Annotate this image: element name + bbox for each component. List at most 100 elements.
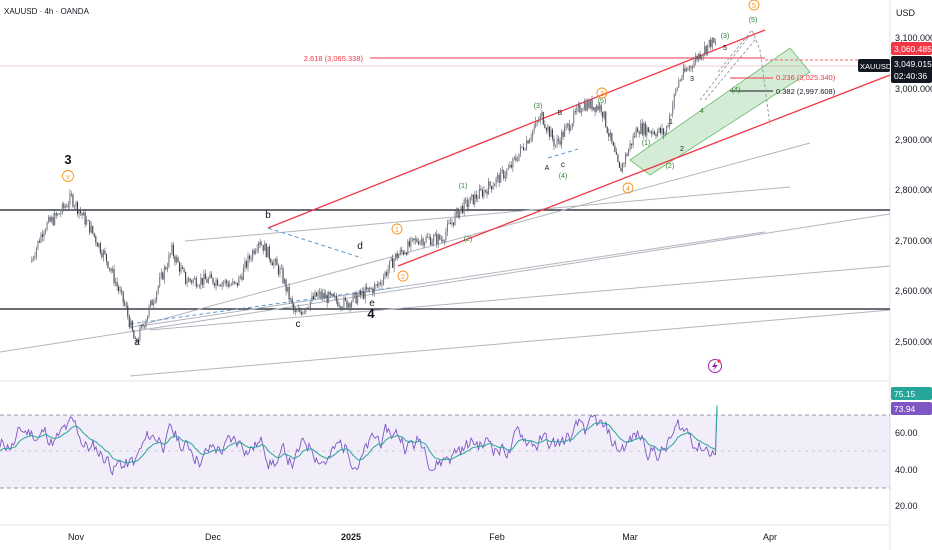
candle-body — [474, 194, 476, 205]
orange-label-4: 4 — [622, 182, 634, 194]
grey-trendline-2[interactable] — [129, 142, 811, 329]
green-label-minor-3: (3) — [721, 33, 730, 40]
candle-body — [710, 39, 712, 48]
candle-body — [532, 130, 534, 138]
candle-body — [233, 281, 235, 283]
candle-body — [644, 123, 646, 136]
candle-body — [130, 320, 132, 328]
candle-body — [334, 295, 336, 297]
candle-body — [652, 131, 654, 134]
green-projection-zone[interactable] — [629, 47, 811, 176]
candle-body — [529, 139, 531, 144]
blue-dashed-base[interactable] — [129, 287, 391, 325]
candle-body — [81, 213, 83, 216]
candle-body — [585, 102, 587, 111]
orange-label-v: v — [62, 170, 74, 182]
orange-label-3: 3 — [596, 87, 608, 99]
red-channel-lower[interactable] — [397, 74, 891, 267]
candle-body — [203, 273, 205, 285]
candle-body — [223, 282, 225, 284]
candle-body — [107, 261, 109, 268]
candle-body — [279, 268, 281, 275]
candle-body — [649, 131, 651, 133]
candle-body — [235, 282, 237, 284]
candle-body — [146, 315, 149, 321]
blue-dashed-small[interactable] — [547, 148, 579, 159]
candle-body — [446, 223, 448, 232]
candle-body — [492, 186, 494, 190]
wave-label-minor-2: 2 — [680, 146, 684, 153]
candle-body — [349, 303, 351, 308]
time-label: Mar — [622, 532, 638, 542]
candle-body — [576, 107, 578, 113]
candle-body — [90, 225, 92, 233]
candle-body — [148, 306, 150, 316]
price-tick: 2,900.000 — [895, 135, 932, 145]
svg-text:5: 5 — [752, 3, 756, 10]
candle-body — [407, 241, 409, 255]
grey-trendline-5[interactable] — [149, 265, 891, 331]
price-badge-top: 3,060.485 — [891, 42, 932, 55]
candle-body — [478, 188, 480, 199]
grey-trendline-1[interactable] — [0, 213, 891, 353]
candle-body — [653, 131, 655, 135]
candle-body — [504, 175, 506, 179]
candle-body — [564, 127, 566, 137]
candle-body — [561, 131, 563, 145]
grey-trendline-4[interactable] — [139, 231, 766, 327]
candle-body — [268, 246, 270, 259]
candle-body — [629, 143, 631, 150]
candle-body — [180, 267, 182, 272]
candle-body — [195, 278, 197, 287]
projection-ray-1[interactable] — [699, 34, 751, 101]
candle-body — [711, 37, 713, 48]
candle-body — [551, 129, 554, 139]
candle-body — [431, 242, 433, 246]
candle-body — [623, 163, 625, 164]
candle-body — [332, 293, 334, 296]
orange-label-1: 1 — [391, 223, 403, 235]
candle-body — [487, 181, 490, 195]
candle-body — [713, 37, 715, 43]
candle-body — [276, 259, 278, 266]
candle-body — [204, 273, 206, 280]
blue-dashed-bd[interactable] — [267, 227, 363, 259]
candle-body — [261, 244, 263, 246]
red-channel-upper[interactable] — [267, 29, 766, 229]
svg-text:75.15: 75.15 — [894, 389, 916, 399]
candle-body — [182, 267, 184, 269]
candle-body — [512, 158, 514, 168]
wave-label-e: e — [369, 298, 375, 309]
candle-body — [227, 283, 229, 287]
candle-body — [497, 174, 499, 178]
candle-body — [658, 127, 660, 132]
projection-path-down[interactable] — [717, 29, 771, 126]
candle-body — [495, 177, 497, 185]
candle-body — [515, 157, 517, 161]
candle-body — [323, 293, 325, 299]
candle-body — [171, 244, 173, 254]
grey-trendline-3[interactable] — [184, 186, 791, 242]
candle-body — [72, 194, 74, 207]
projection-ray-2[interactable] — [704, 39, 756, 101]
wave-label-c: c — [296, 319, 301, 330]
candle-body — [172, 244, 174, 257]
candle-body — [329, 291, 331, 296]
event-lightning-icon[interactable] — [708, 359, 722, 373]
candle-body — [105, 253, 107, 262]
candle-body — [379, 282, 381, 284]
candle-body — [597, 105, 599, 110]
candle-body — [516, 160, 518, 161]
grey-trendline-6[interactable] — [129, 309, 891, 377]
candle-body — [61, 203, 63, 213]
candle-body — [43, 232, 45, 237]
candle-body — [49, 217, 51, 222]
candle-body — [434, 234, 436, 236]
black-wave-labels: 3 4 a b c d e c 1 2 3 5 B A — [64, 45, 727, 348]
candle-body — [270, 258, 272, 263]
candle-body — [200, 277, 202, 286]
candle-body — [489, 181, 491, 186]
candle-body — [612, 141, 614, 146]
candle-body — [163, 267, 165, 280]
